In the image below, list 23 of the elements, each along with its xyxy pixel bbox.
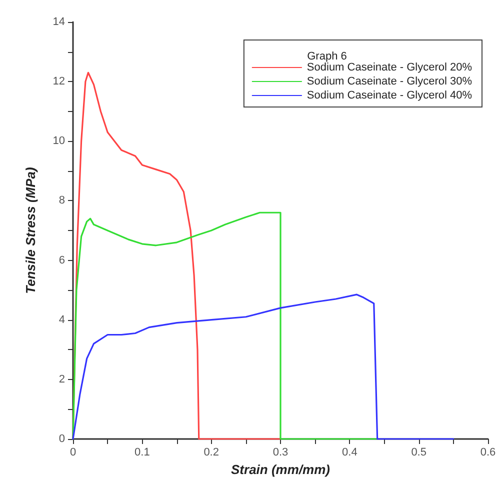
y-tick-label: 6 (58, 254, 65, 266)
y-axis-title: Tensile Stress (MPa) (23, 167, 38, 294)
x-axis-title: Strain (mm/mm) (231, 462, 330, 477)
legend-label: Sodium Caseinate - Glycerol 40% (306, 90, 472, 102)
y-tick-label: 2 (58, 373, 65, 386)
legend-title: Graph 6 (307, 50, 347, 62)
legend-label: Sodium Caseinate - Glycerol 30% (306, 76, 472, 88)
x-tick-label: 0.6 (480, 446, 496, 458)
line-series (72, 294, 454, 440)
y-tick-label: 10 (52, 135, 65, 148)
y-tick-label: 14 (52, 16, 65, 28)
x-tick-label: 0.3 (272, 446, 288, 458)
legend-label: Sodium Caseinate - Glycerol 20% (306, 62, 472, 74)
x-tick-label: 0.4 (342, 446, 358, 458)
x-tick-label: 0.1 (134, 446, 150, 458)
y-tick-label: 8 (58, 194, 65, 207)
x-tick-label: 0.5 (411, 446, 426, 458)
line-series (72, 212, 378, 440)
x-tick-label: 0 (70, 446, 76, 458)
y-tick-label: 4 (58, 314, 65, 326)
x-tick-label: 0.2 (204, 446, 219, 458)
y-tick-label: 12 (52, 76, 65, 88)
y-tick-label: 0 (58, 433, 65, 445)
